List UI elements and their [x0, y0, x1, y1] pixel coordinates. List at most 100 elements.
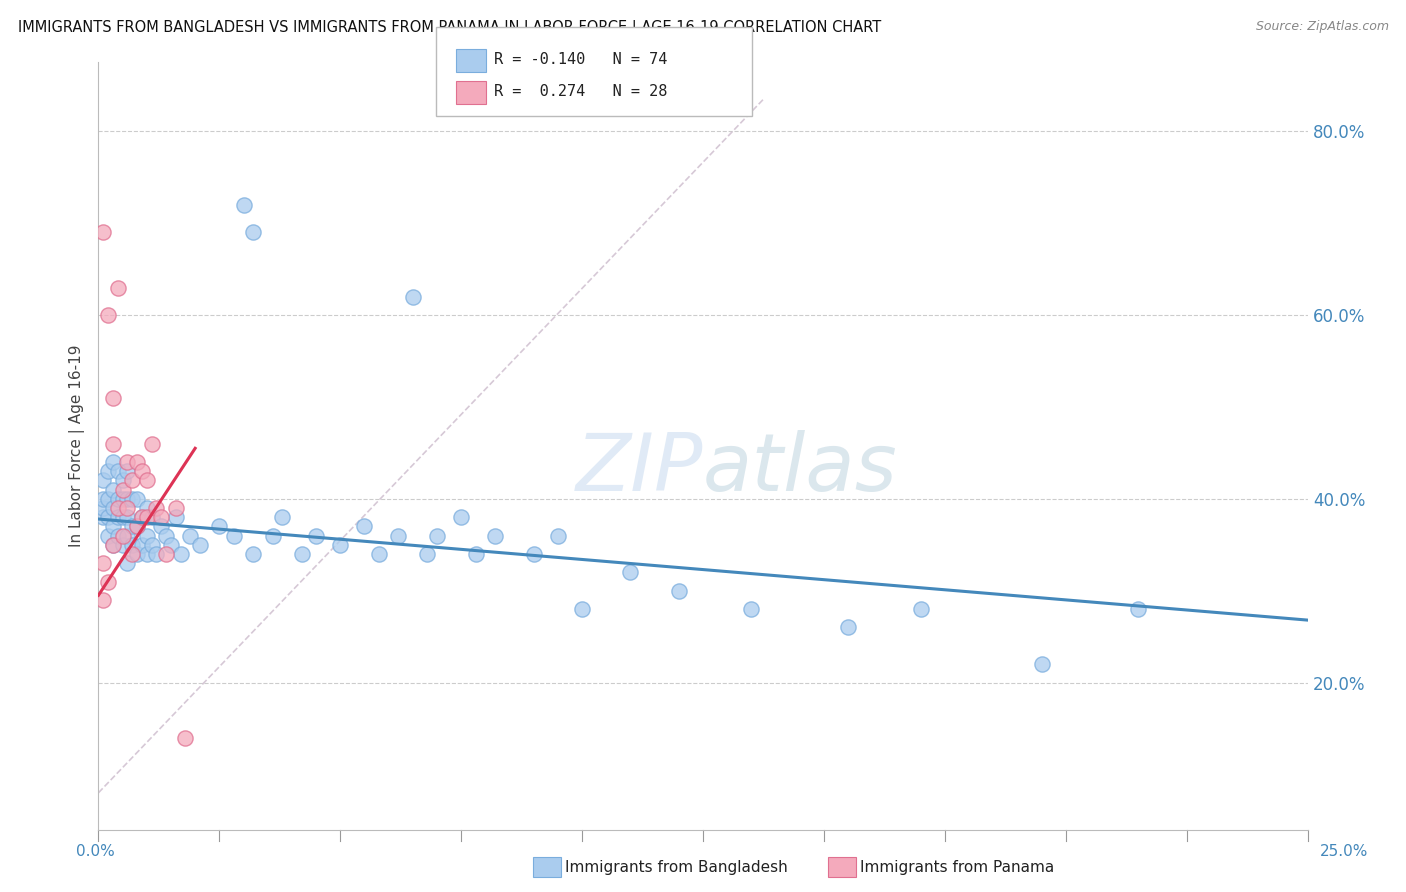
- Point: [155, 547, 177, 561]
- Point: [101, 538, 124, 552]
- Point: [91, 593, 114, 607]
- Point: [547, 528, 569, 542]
- Point: [107, 280, 129, 294]
- Point: [121, 474, 143, 488]
- Point: [117, 556, 139, 570]
- Point: [127, 491, 149, 506]
- Text: 25.0%: 25.0%: [1320, 845, 1368, 859]
- Point: [1031, 657, 1053, 672]
- Point: [91, 510, 114, 524]
- Point: [111, 538, 134, 552]
- Point: [242, 226, 264, 240]
- Point: [97, 491, 120, 506]
- Point: [111, 491, 134, 506]
- Point: [188, 538, 211, 552]
- Point: [135, 528, 157, 542]
- Text: 0.0%: 0.0%: [76, 845, 115, 859]
- Point: [155, 528, 177, 542]
- Point: [101, 391, 124, 405]
- Point: [117, 528, 139, 542]
- Point: [208, 519, 231, 533]
- Point: [107, 491, 129, 506]
- Point: [464, 547, 486, 561]
- Point: [117, 464, 139, 478]
- Point: [107, 464, 129, 478]
- Text: IMMIGRANTS FROM BANGLADESH VS IMMIGRANTS FROM PANAMA IN LABOR FORCE | AGE 16-19 : IMMIGRANTS FROM BANGLADESH VS IMMIGRANTS…: [18, 20, 882, 36]
- Point: [97, 510, 120, 524]
- Point: [271, 510, 294, 524]
- Point: [101, 519, 124, 533]
- Point: [127, 519, 149, 533]
- Point: [305, 528, 328, 542]
- Point: [101, 538, 124, 552]
- Point: [402, 290, 425, 304]
- Point: [117, 510, 139, 524]
- Point: [262, 528, 284, 542]
- Point: [353, 519, 375, 533]
- Text: ZIP: ZIP: [575, 430, 703, 508]
- Point: [97, 574, 120, 589]
- Point: [111, 510, 134, 524]
- Point: [101, 483, 124, 497]
- Point: [484, 528, 506, 542]
- Point: [740, 602, 762, 616]
- Point: [174, 731, 197, 745]
- Point: [837, 620, 859, 634]
- Point: [107, 528, 129, 542]
- Point: [160, 538, 183, 552]
- Point: [107, 510, 129, 524]
- Point: [121, 519, 143, 533]
- Point: [668, 583, 690, 598]
- Point: [571, 602, 593, 616]
- Point: [242, 547, 264, 561]
- Point: [426, 528, 449, 542]
- Point: [91, 556, 114, 570]
- Text: Immigrants from Bangladesh: Immigrants from Bangladesh: [565, 860, 787, 874]
- Point: [111, 474, 134, 488]
- Point: [117, 455, 139, 469]
- Point: [121, 538, 143, 552]
- Point: [141, 510, 163, 524]
- Point: [416, 547, 439, 561]
- Point: [165, 501, 187, 516]
- Point: [619, 566, 641, 580]
- Point: [127, 519, 149, 533]
- Point: [135, 510, 157, 524]
- Point: [150, 510, 173, 524]
- Point: [111, 528, 134, 542]
- Point: [135, 547, 157, 561]
- Point: [101, 436, 124, 450]
- Point: [117, 501, 139, 516]
- Point: [150, 519, 173, 533]
- Point: [127, 547, 149, 561]
- Point: [121, 491, 143, 506]
- Point: [121, 547, 143, 561]
- Y-axis label: In Labor Force | Age 16-19: In Labor Force | Age 16-19: [69, 344, 84, 548]
- Point: [329, 538, 352, 552]
- Point: [91, 474, 114, 488]
- Point: [101, 501, 124, 516]
- Point: [117, 491, 139, 506]
- Point: [127, 455, 149, 469]
- Point: [131, 464, 153, 478]
- Point: [141, 538, 163, 552]
- Text: R = -0.140   N = 74: R = -0.140 N = 74: [494, 52, 666, 67]
- Point: [179, 528, 201, 542]
- Text: Immigrants from Panama: Immigrants from Panama: [860, 860, 1054, 874]
- Point: [450, 510, 472, 524]
- Text: Source: ZipAtlas.com: Source: ZipAtlas.com: [1256, 20, 1389, 33]
- Point: [107, 501, 129, 516]
- Point: [169, 547, 191, 561]
- Point: [131, 510, 153, 524]
- Point: [91, 491, 114, 506]
- Point: [91, 501, 114, 516]
- Point: [141, 436, 163, 450]
- Point: [135, 474, 157, 488]
- Point: [101, 455, 124, 469]
- Point: [523, 547, 546, 561]
- Point: [135, 501, 157, 516]
- Text: R =  0.274   N = 28: R = 0.274 N = 28: [494, 84, 666, 99]
- Point: [97, 528, 120, 542]
- Text: atlas: atlas: [703, 430, 898, 508]
- Point: [368, 547, 391, 561]
